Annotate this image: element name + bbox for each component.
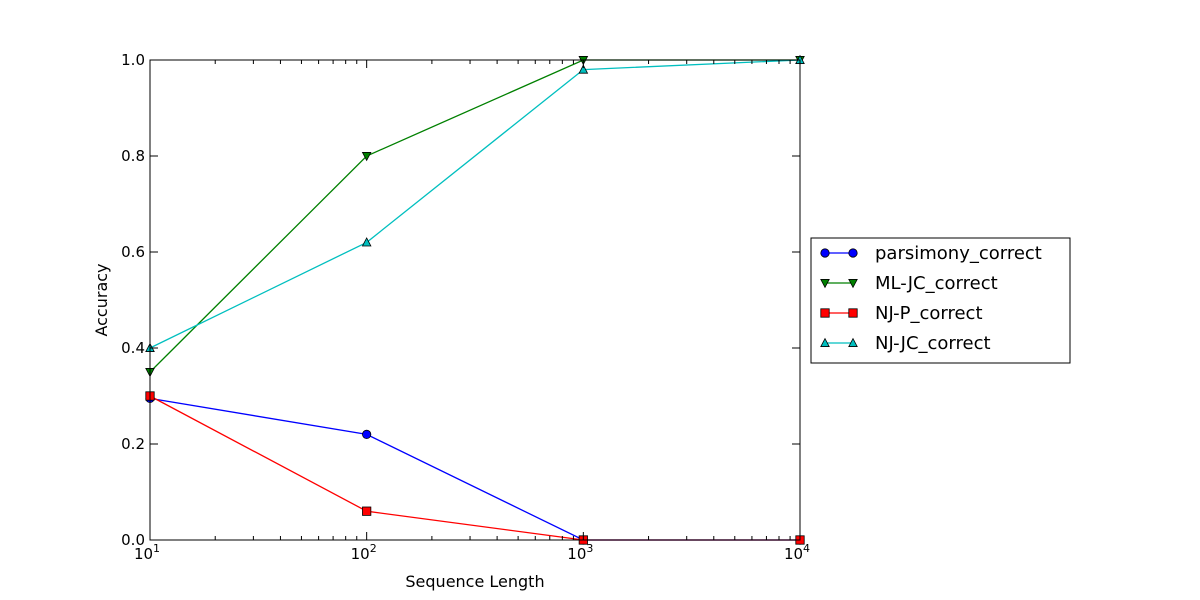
y-tick-label: 0.8 bbox=[121, 147, 145, 165]
y-axis: 0.0 0.2 0.4 0.6 0.8 1.0 bbox=[121, 51, 800, 549]
legend-marker bbox=[848, 337, 858, 347]
legend-marker bbox=[820, 248, 830, 258]
x-axis: 101 102 103 104 bbox=[134, 60, 810, 563]
x-axis-label: Sequence Length bbox=[405, 572, 544, 591]
legend-label: NJ-P_correct bbox=[875, 303, 983, 324]
legend-marker bbox=[848, 279, 858, 289]
y-tick-label: 1.0 bbox=[121, 51, 145, 69]
data-point bbox=[362, 506, 372, 516]
legend-marker bbox=[820, 279, 830, 289]
legend-label: NJ-JC_correct bbox=[875, 333, 991, 354]
y-tick-label: 0.6 bbox=[121, 243, 145, 261]
legend-marker bbox=[848, 308, 858, 318]
legend-entry: parsimony_correct bbox=[820, 243, 1042, 264]
y-axis-label: Accuracy bbox=[92, 263, 111, 336]
data-point bbox=[578, 64, 589, 74]
series-line bbox=[149, 59, 801, 349]
x-tick-label: 102 bbox=[351, 542, 377, 563]
y-tick-label: 0.4 bbox=[121, 339, 145, 357]
legend-entry: NJ-JC_correct bbox=[820, 333, 991, 354]
legend-marker bbox=[848, 248, 858, 258]
data-point bbox=[362, 429, 372, 439]
data-point bbox=[361, 152, 372, 162]
y-tick-label: 0.0 bbox=[121, 531, 145, 549]
plot-area bbox=[150, 60, 800, 540]
x-tick-label: 104 bbox=[784, 542, 810, 563]
x-tick-label: 103 bbox=[567, 542, 593, 563]
x-tick-label: 101 bbox=[134, 542, 160, 563]
legend-entry: NJ-P_correct bbox=[820, 303, 983, 324]
plot-frame bbox=[149, 59, 801, 541]
legend-label: ML-JC_correct bbox=[875, 273, 998, 294]
legend-entry: ML-JC_correct bbox=[820, 273, 998, 294]
legend-marker bbox=[820, 337, 830, 347]
legend: parsimony_correct ML-JC_correct NJ-P_corre… bbox=[810, 237, 1071, 364]
y-tick-label: 0.2 bbox=[121, 435, 145, 453]
legend-label: parsimony_correct bbox=[875, 243, 1042, 264]
legend-marker bbox=[820, 308, 830, 318]
data-point bbox=[361, 237, 372, 247]
